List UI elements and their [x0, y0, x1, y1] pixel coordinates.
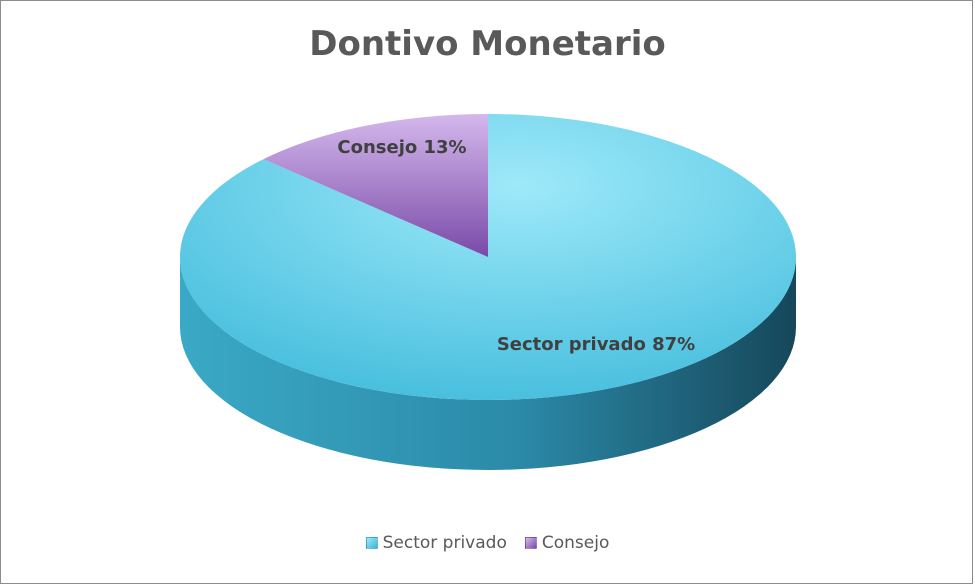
- pie-slice-side-sector-privado: [180, 257, 796, 470]
- legend-label-consejo: Consejo: [541, 533, 610, 553]
- pie-slice-consejo: [263, 114, 488, 257]
- legend-item-consejo: Consejo: [524, 533, 610, 553]
- data-label-sector-privado: Sector privado 87%: [497, 334, 695, 355]
- chart-legend: Sector privado Consejo: [0, 533, 975, 553]
- legend-item-sector-privado: Sector privado: [365, 533, 507, 553]
- legend-swatch-consejo: [524, 537, 537, 549]
- chart-title: Dontivo Monetario: [309, 24, 666, 64]
- legend-swatch-sector-privado: [365, 537, 378, 549]
- pie-slice-sector-privado: [179, 114, 797, 401]
- legend-label-sector-privado: Sector privado: [382, 533, 507, 553]
- data-label-consejo: Consejo 13%: [337, 137, 466, 158]
